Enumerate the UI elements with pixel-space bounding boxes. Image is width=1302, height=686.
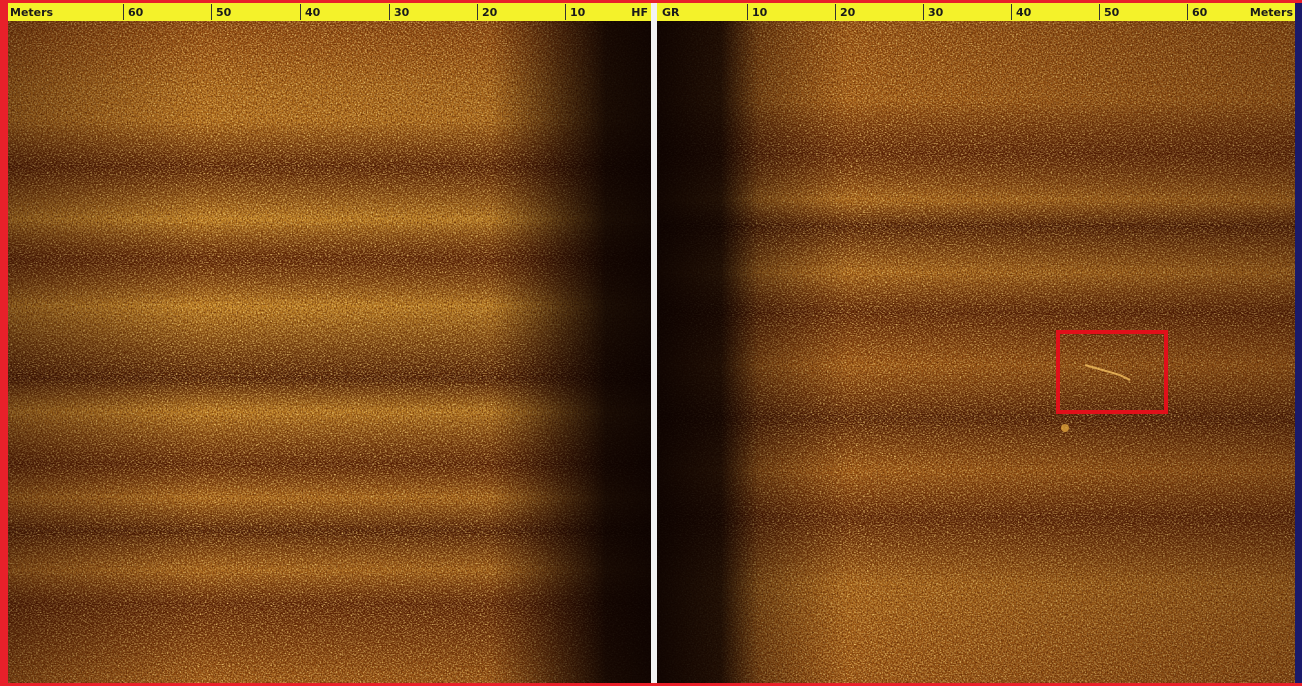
ruler-bar	[8, 3, 651, 21]
right-border	[1295, 3, 1302, 683]
ruler-label: 50	[216, 6, 232, 19]
port-sonar-image	[8, 21, 651, 683]
ruler-label: HF	[631, 6, 648, 19]
ruler-label: Meters	[10, 6, 54, 19]
ruler-label: 20	[482, 6, 498, 19]
port-ruler: Meters 60 50 40 30 20 10 HF	[8, 3, 651, 21]
ruler-label: Meters	[1250, 6, 1294, 19]
ruler-label: GR	[662, 6, 680, 19]
page: {"left_panel": {"ruler": ["Meters", 60, …	[0, 0, 1302, 686]
image-nadir	[8, 21, 651, 683]
target-echo	[1061, 424, 1069, 432]
image-nadir	[657, 21, 1295, 683]
ruler-label: 50	[1104, 6, 1120, 19]
sonar-window: Meters 60 50 40 30 20 10 HF GR 10 20 30 …	[0, 0, 1302, 686]
ruler-label: 60	[128, 6, 144, 19]
ruler-label: 40	[1016, 6, 1032, 19]
ruler-label: 10	[570, 6, 586, 19]
panel-divider	[651, 3, 657, 683]
ruler-label: 60	[1192, 6, 1208, 19]
ruler-label: 20	[840, 6, 856, 19]
ruler-label: 40	[305, 6, 321, 19]
ruler-label: 30	[394, 6, 410, 19]
ruler-label: 30	[928, 6, 944, 19]
ruler-label: 10	[752, 6, 768, 19]
starboard-ruler: GR 10 20 30 40 50 60 Meters	[657, 3, 1295, 21]
starboard-sonar-image	[657, 21, 1295, 683]
